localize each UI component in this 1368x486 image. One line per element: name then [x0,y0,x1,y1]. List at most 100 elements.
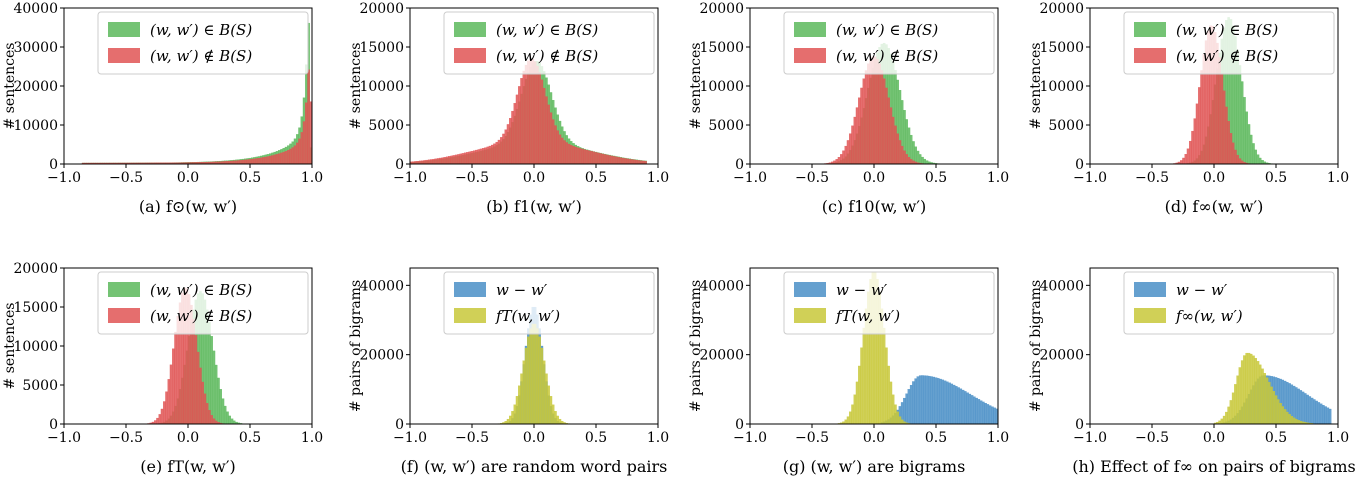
histogram-bar [606,154,609,165]
histogram-bar [1220,73,1224,165]
histogram-bar [1276,399,1280,425]
histogram-bar [835,159,839,165]
histogram-bar [1220,418,1224,425]
series-b-1 [409,58,647,165]
histogram-bar [549,112,553,165]
histogram-bar [934,377,938,425]
histogram-bar [533,323,537,425]
histogram-bar [619,157,623,165]
panel-f: −1.0 −0.5 0.0 0.5 1.0 0 20000 40000# pairs of b… [348,267,669,476]
histogram-bar [887,97,890,165]
histogram-bar [984,402,987,425]
legend-label: (w, w′) ∈ B(S) [836,21,938,39]
histogram-bar [495,141,499,165]
histogram-bar [540,79,544,165]
histogram-bar [158,414,162,425]
y-tick-label: 40000 [13,1,58,17]
histogram-bar [1265,377,1269,425]
histogram-bar [916,376,920,425]
histogram-bar [858,97,861,165]
histogram-bar [869,58,872,165]
histogram-bar [461,153,465,165]
histogram-bar [864,70,868,165]
histogram-bar [300,132,304,165]
histogram-bar [1295,387,1298,425]
histogram-bar [1315,400,1318,425]
legend-box [783,11,995,75]
histogram-bar [457,154,460,165]
histogram-bar [1238,367,1242,425]
histogram-bar [1322,405,1325,425]
histogram-bar [491,144,494,165]
x-tick-label: 0.5 [239,170,261,186]
histogram-bar [991,406,994,425]
histogram-bar [504,129,508,165]
y-tick-label: 20000 [699,1,744,17]
histogram-bar [1227,406,1230,425]
histogram-bar [1240,81,1244,165]
histogram-bar [1256,154,1260,165]
histogram-bar [569,145,573,165]
histogram-bar [558,418,562,425]
histogram-bar [894,404,897,425]
histogram-bar [907,389,911,425]
histogram-bar [1308,396,1312,425]
legend-label: (w, w′) ∈ B(S) [496,21,598,39]
x-tick-label: 0.5 [585,170,607,186]
histogram-bar [909,159,913,165]
histogram-bar [468,151,472,165]
histogram-bar [923,375,926,425]
histogram-bar [565,142,568,165]
histogram-bar [287,150,290,165]
histogram-bar [208,410,211,425]
panel-caption: (g) (w, w′) are bigrams [783,457,966,476]
histogram-bar [165,391,168,425]
histogram-bar [1304,393,1307,425]
histogram-bar [1193,118,1197,165]
legend: w − w′ f∞(w, w′) [1123,271,1335,335]
histogram-bar [896,411,899,425]
histogram-bar [914,378,917,425]
histogram-bar [432,158,435,165]
histogram-bar [932,376,936,425]
histogram-bar [603,154,607,165]
histogram-bar [590,151,593,165]
legend-swatch [454,22,486,37]
legend-swatch [108,282,140,297]
histogram-bar [635,160,638,165]
histogram-bar [163,401,166,425]
histogram-bar [583,149,586,165]
histogram-bar [898,140,902,165]
histogram-bar [1249,134,1253,165]
y-tick-label: 10000 [1039,79,1084,95]
y-axis-label: # sentences [2,43,18,130]
histogram-bar [196,351,200,425]
histogram-bar [237,160,241,165]
histogram-bar [982,401,985,425]
histogram-bar [1231,392,1235,425]
histogram-bar [855,381,859,425]
histogram-bar [450,155,453,165]
histogram-bar [520,78,523,165]
y-tick-label: 20000 [359,1,404,17]
histogram-bar [223,405,227,425]
histogram-bar [463,152,467,165]
y-tick-label: 20000 [13,79,58,95]
histogram-bar [916,150,920,165]
histogram-bar [515,94,519,165]
panel-caption: (c) f10(w, w′) [822,197,927,216]
histogram-bar [1313,399,1316,425]
legend-box [1123,271,1335,335]
histogram-bar [921,375,924,425]
x-tick-label: −0.5 [795,430,829,446]
histogram-bar [844,419,848,425]
legend-label: w − w′ [496,281,548,299]
histogram-bar [1234,384,1237,425]
histogram-bar [212,350,216,425]
histogram-bar [302,121,306,165]
histogram-bar [1279,403,1282,425]
x-tick-label: 0.0 [863,430,885,446]
histogram-bar [269,155,272,165]
histogram-bar [939,378,942,425]
